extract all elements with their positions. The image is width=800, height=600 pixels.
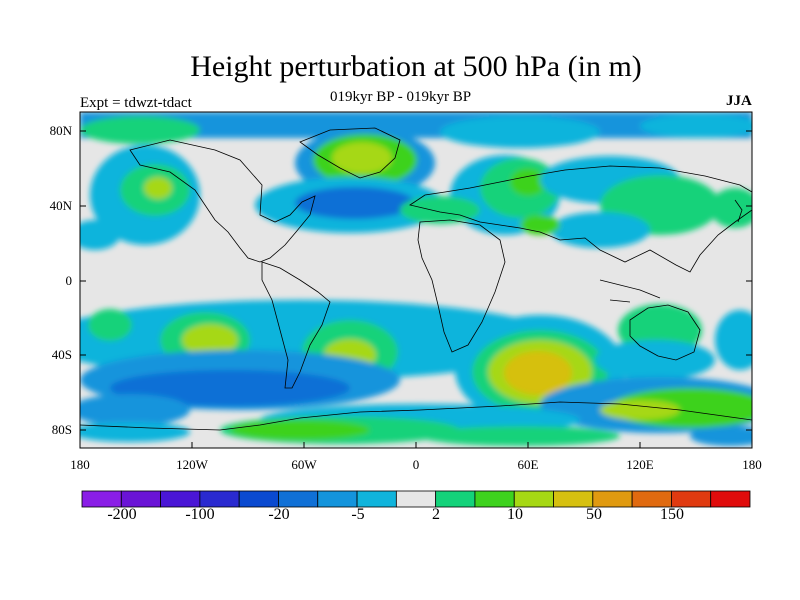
colorbar-swatch xyxy=(553,490,594,508)
lon-label-120e: 120E xyxy=(626,457,654,472)
experiment-label: Expt = tdwzt-tdact xyxy=(80,95,192,111)
colorbar-swatch xyxy=(671,490,712,508)
lat-label-40n: 40N xyxy=(49,198,72,213)
colorbar-swatch xyxy=(120,490,161,508)
colorbar-label: -5 xyxy=(351,506,365,523)
lon-label-60w: 60W xyxy=(291,457,317,472)
map-title: Height perturbation at 500 hPa (in m) xyxy=(190,50,642,83)
colorbar-label: 2 xyxy=(432,506,440,523)
colorbar-swatch xyxy=(238,490,279,508)
colorbar-swatch xyxy=(81,490,122,508)
lat-label-0: 0 xyxy=(65,273,73,288)
colorbar-swatch xyxy=(474,490,515,508)
lon-label-180-left: 180 xyxy=(70,457,90,472)
axis-ticks xyxy=(79,130,753,448)
lon-label-60e: 60E xyxy=(517,457,539,472)
colorbar-swatch xyxy=(631,490,672,508)
lat-label-40s: 40S xyxy=(51,347,72,362)
colorbar-label: 50 xyxy=(586,506,602,523)
colorbar-swatch xyxy=(317,490,358,508)
lat-label-80n: 80N xyxy=(49,123,72,138)
lon-label-180-right: 180 xyxy=(742,457,762,472)
lon-label-120w: 120W xyxy=(176,457,208,472)
colorbar-swatch xyxy=(592,490,633,508)
colorbar-label: -200 xyxy=(107,506,137,523)
coastlines xyxy=(80,127,752,431)
colorbar-swatch xyxy=(435,490,476,508)
lat-label-80s: 80S xyxy=(51,422,72,437)
colorbar-label: 150 xyxy=(660,506,684,523)
colorbar-label: -20 xyxy=(268,506,290,523)
colorbar-swatch xyxy=(278,490,319,508)
contour-field xyxy=(80,112,752,448)
colorbar-swatch xyxy=(199,490,240,508)
colorbar-swatch xyxy=(395,490,437,508)
lon-label-0: 0 xyxy=(412,457,420,472)
colorbar-swatch xyxy=(710,490,751,508)
map-subtitle: 019kyr BP - 019kyr BP xyxy=(330,89,472,105)
colorbar-label: 10 xyxy=(507,506,523,523)
season-label: JJA xyxy=(726,93,752,109)
colorbar-swatch xyxy=(513,490,554,508)
colorbar-label: -100 xyxy=(185,506,215,523)
colorbar xyxy=(81,490,751,508)
colorbar-swatch xyxy=(356,490,397,508)
colorbar-swatch xyxy=(160,490,201,508)
